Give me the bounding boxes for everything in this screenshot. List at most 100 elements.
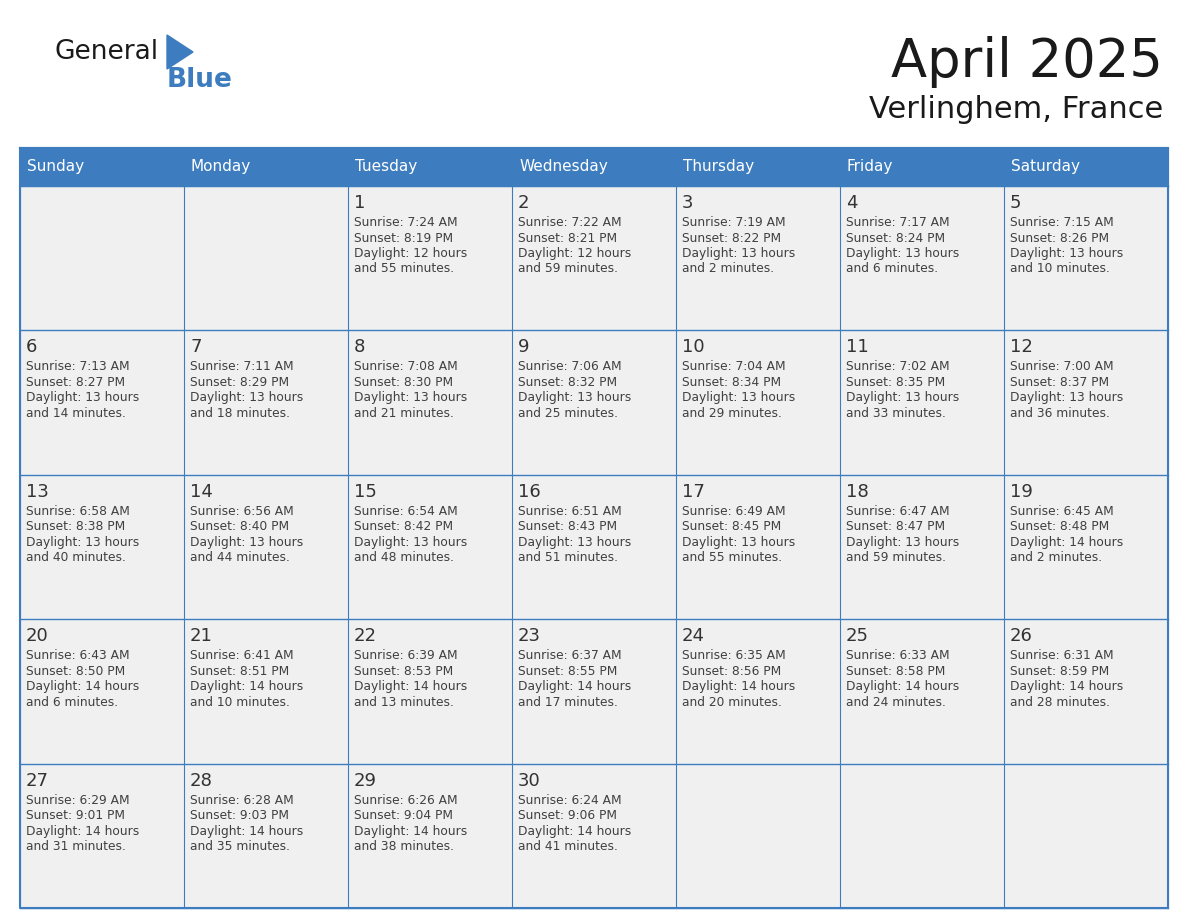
Bar xyxy=(1004,186,1168,330)
Text: Daylight: 14 hours: Daylight: 14 hours xyxy=(518,680,631,693)
Text: Daylight: 13 hours: Daylight: 13 hours xyxy=(846,536,959,549)
Text: Sunset: 9:04 PM: Sunset: 9:04 PM xyxy=(354,809,453,823)
Bar xyxy=(512,475,676,620)
Text: Sunrise: 6:33 AM: Sunrise: 6:33 AM xyxy=(846,649,949,662)
Bar xyxy=(512,148,676,186)
Text: Daylight: 13 hours: Daylight: 13 hours xyxy=(1010,247,1123,260)
Bar xyxy=(512,186,676,330)
Bar xyxy=(20,764,184,908)
Text: and 28 minutes.: and 28 minutes. xyxy=(1010,696,1110,709)
Text: Daylight: 13 hours: Daylight: 13 hours xyxy=(190,536,303,549)
Text: Verlinghem, France: Verlinghem, France xyxy=(868,95,1163,125)
Text: Daylight: 14 hours: Daylight: 14 hours xyxy=(518,824,631,837)
Text: Sunset: 8:42 PM: Sunset: 8:42 PM xyxy=(354,521,453,533)
Text: 13: 13 xyxy=(26,483,49,501)
Bar xyxy=(348,620,512,764)
Text: 4: 4 xyxy=(846,194,858,212)
Text: Sunrise: 7:11 AM: Sunrise: 7:11 AM xyxy=(190,361,293,374)
Text: Sunset: 8:19 PM: Sunset: 8:19 PM xyxy=(354,231,453,244)
Bar xyxy=(512,620,676,764)
Bar xyxy=(840,620,1004,764)
Text: Sunset: 8:53 PM: Sunset: 8:53 PM xyxy=(354,665,454,677)
Text: 17: 17 xyxy=(682,483,704,501)
Text: Daylight: 14 hours: Daylight: 14 hours xyxy=(26,680,139,693)
Bar xyxy=(20,186,184,330)
Text: and 55 minutes.: and 55 minutes. xyxy=(354,263,454,275)
Text: 2: 2 xyxy=(518,194,530,212)
Bar xyxy=(840,764,1004,908)
Bar xyxy=(20,475,184,620)
Text: Daylight: 12 hours: Daylight: 12 hours xyxy=(354,247,467,260)
Bar xyxy=(184,620,348,764)
Text: Daylight: 14 hours: Daylight: 14 hours xyxy=(190,824,303,837)
Text: 5: 5 xyxy=(1010,194,1022,212)
Text: Daylight: 13 hours: Daylight: 13 hours xyxy=(846,247,959,260)
Bar xyxy=(184,330,348,475)
Text: Daylight: 12 hours: Daylight: 12 hours xyxy=(518,247,631,260)
Text: Sunrise: 7:22 AM: Sunrise: 7:22 AM xyxy=(518,216,621,229)
Text: Sunrise: 6:24 AM: Sunrise: 6:24 AM xyxy=(518,793,621,807)
Text: Daylight: 14 hours: Daylight: 14 hours xyxy=(26,824,139,837)
Text: Sunset: 8:26 PM: Sunset: 8:26 PM xyxy=(1010,231,1110,244)
Text: 12: 12 xyxy=(1010,339,1032,356)
Text: 21: 21 xyxy=(190,627,213,645)
Bar xyxy=(840,148,1004,186)
Text: Daylight: 14 hours: Daylight: 14 hours xyxy=(354,680,467,693)
Bar xyxy=(840,186,1004,330)
Text: 16: 16 xyxy=(518,483,541,501)
Text: Sunrise: 6:26 AM: Sunrise: 6:26 AM xyxy=(354,793,457,807)
Text: Daylight: 13 hours: Daylight: 13 hours xyxy=(846,391,959,405)
Text: Daylight: 14 hours: Daylight: 14 hours xyxy=(1010,680,1123,693)
Text: Daylight: 14 hours: Daylight: 14 hours xyxy=(1010,536,1123,549)
Text: Sunset: 8:56 PM: Sunset: 8:56 PM xyxy=(682,665,782,677)
Text: Friday: Friday xyxy=(847,160,893,174)
Text: Sunrise: 7:15 AM: Sunrise: 7:15 AM xyxy=(1010,216,1114,229)
Text: Sunset: 8:27 PM: Sunset: 8:27 PM xyxy=(26,375,125,389)
Bar xyxy=(348,330,512,475)
Bar xyxy=(676,620,840,764)
Text: and 40 minutes.: and 40 minutes. xyxy=(26,552,126,565)
Text: Sunrise: 6:41 AM: Sunrise: 6:41 AM xyxy=(190,649,293,662)
Text: Sunday: Sunday xyxy=(27,160,84,174)
Text: 9: 9 xyxy=(518,339,530,356)
Text: and 24 minutes.: and 24 minutes. xyxy=(846,696,946,709)
Text: Sunset: 8:29 PM: Sunset: 8:29 PM xyxy=(190,375,289,389)
Text: and 20 minutes.: and 20 minutes. xyxy=(682,696,782,709)
Text: Daylight: 14 hours: Daylight: 14 hours xyxy=(190,680,303,693)
Text: Sunrise: 6:45 AM: Sunrise: 6:45 AM xyxy=(1010,505,1114,518)
Text: Sunrise: 6:37 AM: Sunrise: 6:37 AM xyxy=(518,649,621,662)
Text: Sunrise: 7:24 AM: Sunrise: 7:24 AM xyxy=(354,216,457,229)
Bar xyxy=(512,764,676,908)
Text: Sunset: 9:01 PM: Sunset: 9:01 PM xyxy=(26,809,125,823)
Text: Sunrise: 6:39 AM: Sunrise: 6:39 AM xyxy=(354,649,457,662)
Text: 8: 8 xyxy=(354,339,366,356)
Text: and 33 minutes.: and 33 minutes. xyxy=(846,407,946,420)
Text: and 17 minutes.: and 17 minutes. xyxy=(518,696,618,709)
Text: Sunrise: 7:08 AM: Sunrise: 7:08 AM xyxy=(354,361,457,374)
Text: 29: 29 xyxy=(354,772,377,789)
Text: Daylight: 14 hours: Daylight: 14 hours xyxy=(846,680,959,693)
Text: Sunset: 8:21 PM: Sunset: 8:21 PM xyxy=(518,231,617,244)
Bar xyxy=(184,475,348,620)
Bar xyxy=(1004,764,1168,908)
Text: Sunset: 8:35 PM: Sunset: 8:35 PM xyxy=(846,375,946,389)
Text: Sunrise: 6:56 AM: Sunrise: 6:56 AM xyxy=(190,505,293,518)
Text: and 10 minutes.: and 10 minutes. xyxy=(190,696,290,709)
Bar xyxy=(20,620,184,764)
Text: Sunset: 9:06 PM: Sunset: 9:06 PM xyxy=(518,809,617,823)
Bar xyxy=(840,475,1004,620)
Bar xyxy=(20,148,184,186)
Text: and 41 minutes.: and 41 minutes. xyxy=(518,840,618,853)
Text: 3: 3 xyxy=(682,194,694,212)
Bar xyxy=(1004,475,1168,620)
Text: Sunset: 8:47 PM: Sunset: 8:47 PM xyxy=(846,521,946,533)
Text: 19: 19 xyxy=(1010,483,1032,501)
Bar xyxy=(184,764,348,908)
Bar xyxy=(1004,620,1168,764)
Text: Sunset: 8:40 PM: Sunset: 8:40 PM xyxy=(190,521,289,533)
Text: and 29 minutes.: and 29 minutes. xyxy=(682,407,782,420)
Text: Sunrise: 6:35 AM: Sunrise: 6:35 AM xyxy=(682,649,785,662)
Text: Daylight: 13 hours: Daylight: 13 hours xyxy=(354,391,467,405)
Text: Sunrise: 6:43 AM: Sunrise: 6:43 AM xyxy=(26,649,129,662)
Polygon shape xyxy=(168,35,192,69)
